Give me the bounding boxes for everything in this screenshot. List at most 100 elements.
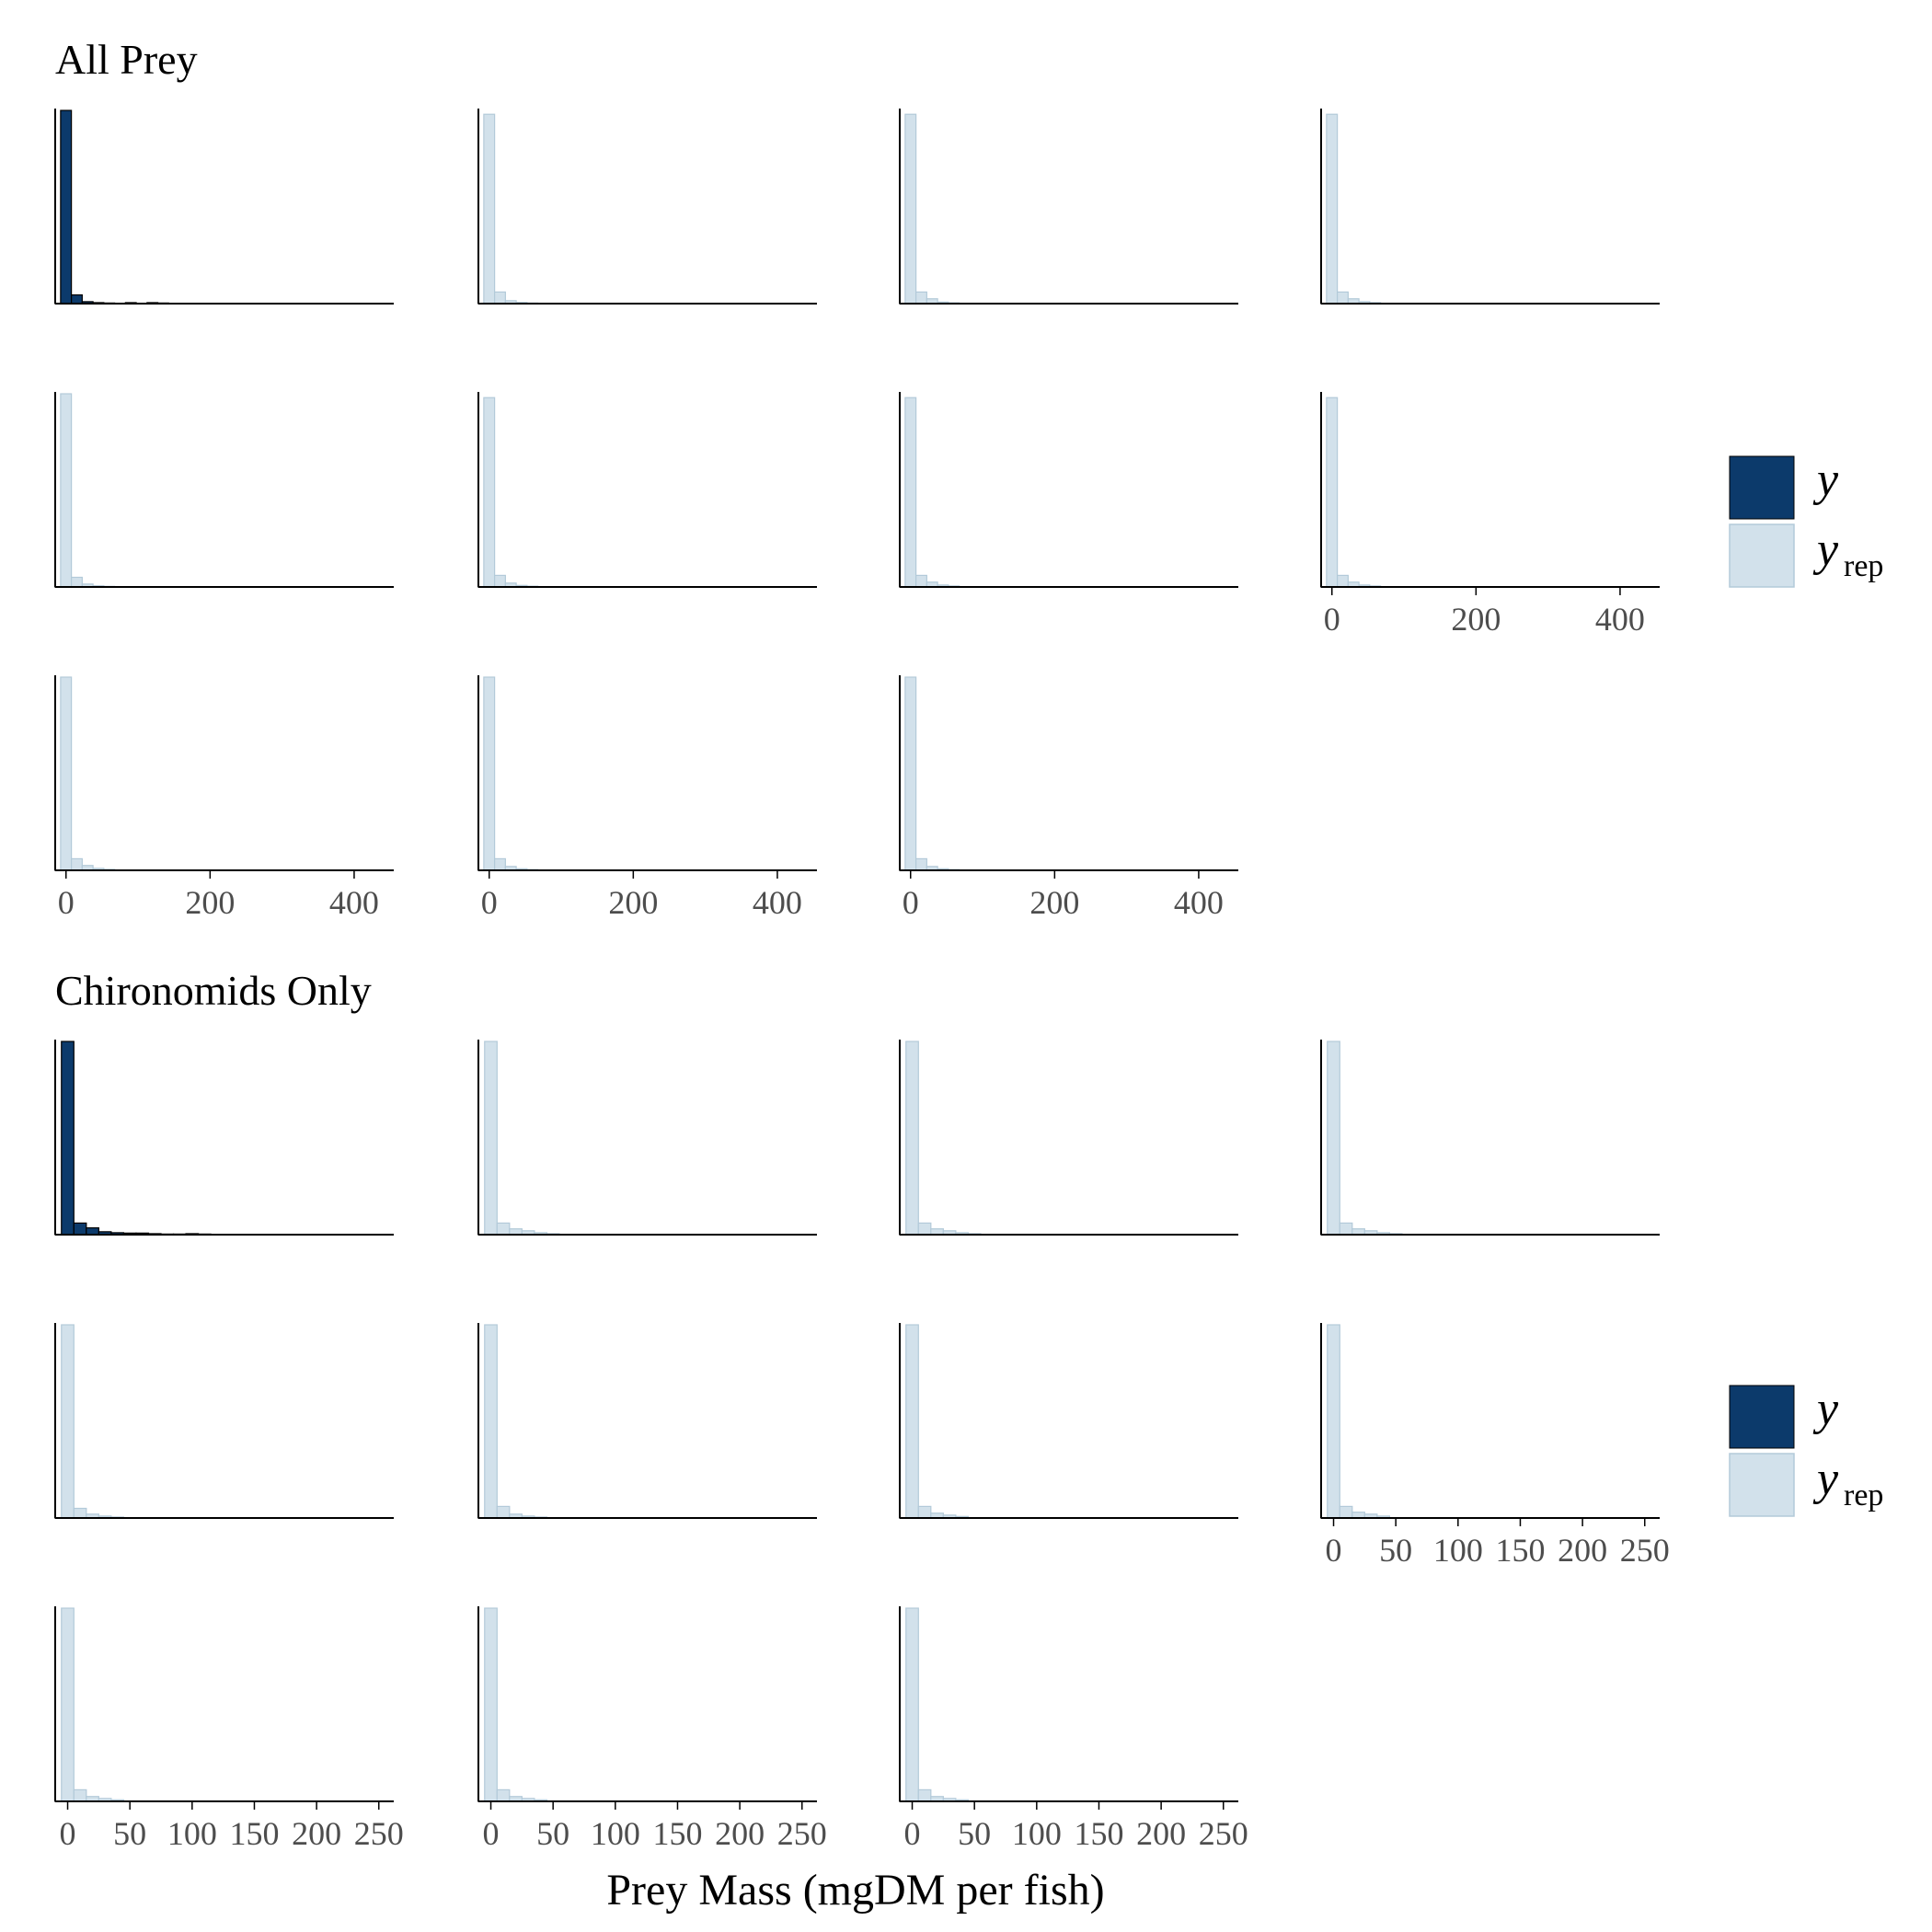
histogram-panel bbox=[477, 1040, 817, 1236]
histogram-bar bbox=[1326, 397, 1339, 588]
histogram-bar bbox=[1339, 1222, 1353, 1236]
legend-block: yy rep bbox=[1729, 1383, 1883, 1517]
histogram-bar bbox=[904, 676, 917, 871]
histogram-bar bbox=[496, 1788, 511, 1802]
legend-swatch-yrep bbox=[1729, 523, 1795, 588]
x-tick-label: 200 bbox=[1558, 1532, 1607, 1569]
histogram-panel: 0 200 400 bbox=[1320, 392, 1660, 638]
histogram-bar bbox=[905, 1324, 919, 1519]
histogram-bar bbox=[915, 857, 927, 871]
histogram-panel: 0 50 100 150 200 250 bbox=[477, 1606, 827, 1852]
histogram-bar bbox=[61, 1607, 75, 1802]
x-tick-label: 400 bbox=[1174, 884, 1224, 921]
section-title-all-prey: All Prey bbox=[55, 36, 198, 83]
x-tick-label: 100 bbox=[1012, 1815, 1062, 1852]
x-tick-label: 50 bbox=[958, 1815, 991, 1852]
histogram-panel: 0 200 400 bbox=[54, 675, 394, 921]
x-tick-label: 400 bbox=[1595, 601, 1645, 638]
histogram-bar bbox=[496, 1222, 511, 1236]
x-tick-label: 0 bbox=[904, 1815, 921, 1852]
histogram-bar bbox=[1327, 1324, 1340, 1519]
legend-label-y: y bbox=[1812, 454, 1839, 506]
x-tick-label: 200 bbox=[1029, 884, 1079, 921]
section-title-chironomids: Chironomids Only bbox=[55, 967, 372, 1014]
legend-swatch-y bbox=[1729, 455, 1795, 520]
histogram-panel bbox=[899, 1323, 1238, 1519]
x-tick-label: 100 bbox=[591, 1815, 640, 1852]
legend-label-yrep-subscript: rep bbox=[1844, 549, 1883, 583]
histogram-bar bbox=[61, 1041, 75, 1236]
x-tick-label: 200 bbox=[1136, 1815, 1186, 1852]
histogram-bar bbox=[71, 576, 83, 588]
legend-label-yrep: y bbox=[1812, 1453, 1839, 1505]
x-tick-label: 400 bbox=[753, 884, 802, 921]
x-tick-label: 200 bbox=[715, 1815, 765, 1852]
x-tick-label: 0 bbox=[1326, 1532, 1342, 1569]
x-tick-label: 0 bbox=[1324, 601, 1340, 638]
histogram-bar bbox=[915, 291, 927, 305]
x-tick-label: 200 bbox=[185, 884, 235, 921]
x-tick-label: 0 bbox=[60, 1815, 76, 1852]
histogram-panel bbox=[477, 392, 817, 588]
histogram-bar bbox=[60, 109, 73, 305]
x-tick-label: 0 bbox=[58, 884, 75, 921]
section-1: 0 50 100 150 200 250 0 50 100 150 200 250 0 50 100 150 2… bbox=[54, 1040, 1670, 1852]
x-tick-label: 150 bbox=[652, 1815, 702, 1852]
x-tick-label: 250 bbox=[354, 1815, 404, 1852]
x-tick-label: 0 bbox=[903, 884, 919, 921]
histogram-bar bbox=[86, 1227, 99, 1236]
histogram-panel bbox=[54, 109, 394, 305]
histogram-bar bbox=[1337, 574, 1349, 588]
x-tick-label: 100 bbox=[1433, 1532, 1483, 1569]
histogram-panel: 0 200 400 bbox=[477, 675, 817, 921]
histogram-panel bbox=[899, 1040, 1238, 1236]
x-tick-label: 150 bbox=[1495, 1532, 1545, 1569]
histogram-bar bbox=[904, 397, 917, 588]
histogram-bar bbox=[1327, 1041, 1340, 1236]
legend-block: yy rep bbox=[1729, 454, 1883, 588]
histogram-bar bbox=[73, 1222, 87, 1236]
histogram-bar bbox=[917, 1222, 932, 1236]
histogram-panel: 0 50 100 150 200 250 bbox=[899, 1606, 1248, 1852]
histogram-panel: 0 200 400 bbox=[899, 675, 1238, 921]
histogram-bar bbox=[71, 293, 83, 305]
histogram-panel bbox=[54, 392, 394, 588]
histogram-bar bbox=[494, 857, 506, 871]
x-tick-label: 400 bbox=[329, 884, 379, 921]
histogram-bar bbox=[484, 1041, 498, 1236]
histogram-bar bbox=[61, 1324, 75, 1519]
x-tick-label: 200 bbox=[292, 1815, 341, 1852]
legend-label-yrep: y bbox=[1812, 523, 1839, 576]
x-tick-label: 0 bbox=[481, 884, 498, 921]
histogram-bar bbox=[483, 397, 496, 588]
histogram-bar bbox=[496, 1505, 511, 1519]
x-tick-label: 100 bbox=[167, 1815, 217, 1852]
histogram-bar bbox=[1337, 291, 1349, 305]
histogram-panel bbox=[899, 392, 1238, 588]
x-tick-label: 50 bbox=[1379, 1532, 1412, 1569]
histogram-panel bbox=[1320, 1040, 1660, 1236]
x-tick-label: 50 bbox=[113, 1815, 146, 1852]
histogram-bar bbox=[73, 1788, 87, 1802]
x-tick-label: 250 bbox=[777, 1815, 827, 1852]
histogram-bar bbox=[917, 1505, 932, 1519]
histogram-bar bbox=[494, 291, 506, 305]
legend-swatch-yrep bbox=[1729, 1453, 1795, 1517]
x-tick-label: 200 bbox=[1451, 601, 1501, 638]
histogram-bar bbox=[483, 113, 496, 305]
histogram-bar bbox=[483, 676, 496, 871]
legend-swatch-y bbox=[1729, 1385, 1795, 1449]
histogram-bar bbox=[60, 676, 73, 871]
x-tick-label: 0 bbox=[483, 1815, 500, 1852]
histogram-bar bbox=[905, 1607, 919, 1802]
histogram-panels: 0 200 400 0 200 400 0 200 400 0 200 400 0 50 100 150 200… bbox=[54, 109, 1670, 1852]
histogram-panel bbox=[899, 109, 1238, 305]
histogram-panel bbox=[54, 1323, 394, 1519]
histogram-bar bbox=[494, 574, 506, 588]
histogram-bar bbox=[71, 857, 83, 871]
histogram-panel bbox=[1320, 109, 1660, 305]
histogram-bar bbox=[60, 393, 73, 588]
histogram-bar bbox=[905, 1041, 919, 1236]
x-tick-label: 250 bbox=[1620, 1532, 1670, 1569]
